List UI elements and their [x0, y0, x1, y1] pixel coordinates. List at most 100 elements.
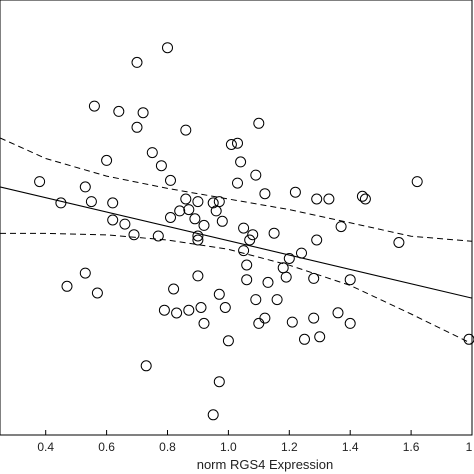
x-tick-label: 1.2 [281, 440, 298, 454]
data-point [232, 137, 243, 149]
data-point [137, 107, 149, 119]
data-point [259, 312, 271, 324]
data-point [393, 237, 405, 248]
data-point [119, 218, 131, 230]
data-point [61, 280, 73, 292]
data-point [286, 316, 298, 328]
data-point [268, 227, 280, 239]
data-point [34, 176, 46, 188]
data-point [195, 302, 207, 313]
data-point [165, 174, 176, 186]
data-point [344, 274, 356, 286]
x-tick-label: 1.0 [220, 440, 237, 454]
data-point [192, 196, 204, 208]
x-tick-label: 1.6 [403, 440, 420, 454]
data-point [198, 219, 210, 231]
data-point [192, 230, 204, 242]
data-point [241, 274, 253, 286]
data-point [225, 139, 237, 150]
data-point [308, 272, 320, 284]
data-point [296, 247, 307, 259]
fit-line [0, 186, 473, 299]
data-point [85, 196, 97, 208]
x-tick-label: 0.6 [98, 440, 115, 454]
data-point [280, 271, 292, 283]
data-point [277, 262, 289, 274]
data-point [323, 193, 335, 205]
data-point [299, 333, 310, 345]
data-point [152, 230, 164, 242]
regression-line [0, 186, 473, 299]
data-point [213, 196, 225, 208]
data-point [213, 288, 225, 300]
data-point [131, 121, 143, 133]
data-point [271, 294, 283, 306]
data-point [140, 360, 152, 372]
data-point [128, 229, 140, 241]
data-point [101, 154, 113, 166]
data-point [165, 212, 176, 223]
data-point [155, 160, 167, 172]
x-tick-label: 1 [466, 440, 473, 454]
data-point [207, 409, 219, 421]
data-point [219, 302, 231, 313]
x-tick-label: 1.4 [342, 440, 359, 454]
data-point [189, 213, 201, 225]
data-point [162, 42, 173, 54]
data-point [241, 259, 253, 271]
data-point [183, 304, 195, 316]
data-point [356, 190, 368, 202]
data-point [262, 276, 274, 288]
data-point [344, 317, 356, 329]
data-point [174, 205, 186, 217]
data-point [238, 222, 250, 234]
data-point [411, 176, 423, 188]
data-point [180, 124, 192, 136]
x-axis-label: norm RGS4 Expression [197, 457, 334, 472]
data-point [55, 197, 67, 209]
data-point [213, 376, 225, 388]
data-point [308, 312, 320, 324]
data-point [289, 186, 301, 198]
data-point [198, 317, 210, 329]
confidence-upper-line [0, 137, 473, 242]
data-point [183, 204, 195, 216]
data-point [79, 267, 91, 279]
data-point [314, 331, 326, 343]
data-point [158, 304, 170, 316]
data-point [107, 197, 119, 209]
data-point [168, 283, 180, 295]
data-point [335, 221, 347, 233]
data-point [332, 307, 344, 319]
data-point [171, 307, 183, 319]
data-point [180, 193, 192, 205]
x-tick-label: 0.4 [37, 440, 54, 454]
data-point [253, 317, 265, 329]
data-points [34, 42, 474, 421]
data-point [250, 169, 262, 181]
data-point [107, 214, 119, 226]
plot-area-frame [0, 0, 473, 436]
confidence-lower-line [0, 232, 473, 345]
data-point [283, 253, 295, 264]
data-point [463, 333, 474, 345]
data-point [192, 234, 204, 246]
data-point [207, 197, 219, 209]
confidence-band [0, 137, 473, 345]
data-point [235, 156, 247, 168]
data-point [146, 147, 158, 159]
data-point [192, 270, 204, 282]
data-point [222, 335, 234, 347]
data-point [238, 245, 250, 257]
data-point [244, 234, 256, 246]
data-point [91, 287, 103, 299]
data-point [259, 188, 271, 200]
data-point [232, 177, 243, 189]
x-axis: 0.4 0.6 0.8 1.0 1.2 1.4 1.6 1 [37, 430, 473, 454]
x-tick-label: 0.8 [159, 440, 176, 454]
data-point [88, 100, 100, 112]
data-point [311, 193, 323, 205]
data-point [79, 181, 91, 193]
data-point [311, 234, 323, 246]
